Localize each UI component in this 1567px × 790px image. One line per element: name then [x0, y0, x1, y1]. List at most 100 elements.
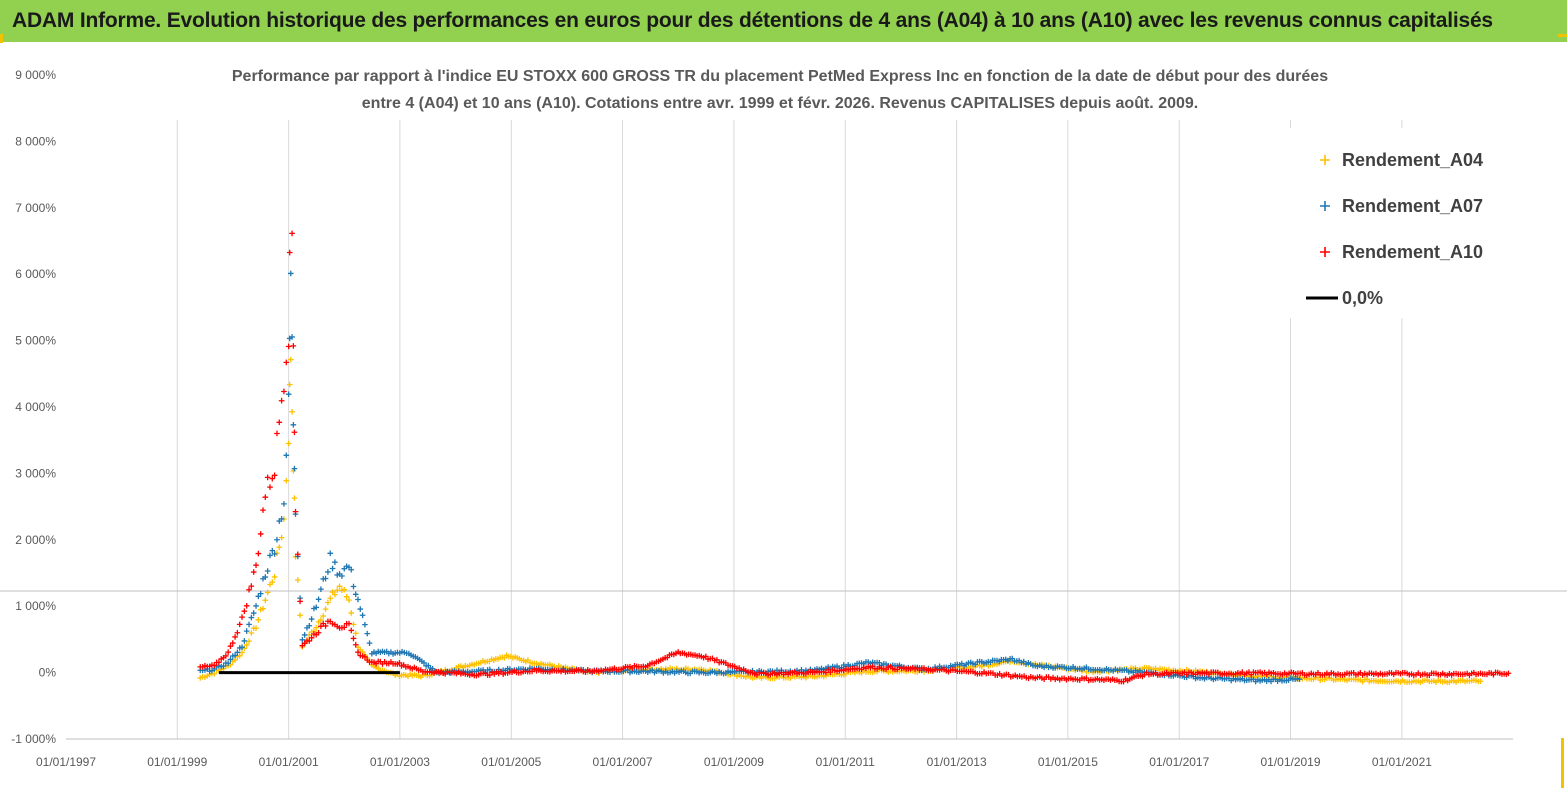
point-rendement-a04: [343, 593, 350, 600]
point-rendement-a10: [229, 640, 236, 646]
point-rendement-a07: [352, 591, 359, 598]
point-rendement-a04: [264, 589, 271, 596]
point-rendement-a04: [286, 381, 293, 388]
axis-layer: 01/01/1997 01/01/1999 01/01/2001 01/01/2003…: [0, 68, 1567, 769]
point-rendement-a04: [297, 612, 303, 619]
point-rendement-a07: [362, 621, 368, 628]
point-rendement-a07: [285, 391, 292, 398]
legend-swatch-marker: [1320, 201, 1330, 211]
point-rendement-a07: [262, 574, 269, 580]
point-rendement-a10: [239, 614, 245, 620]
point-rendement-a04: [262, 597, 269, 604]
point-rendement-a10: [269, 475, 276, 482]
point-rendement-a04: [269, 579, 276, 585]
point-rendement-a07: [274, 536, 280, 543]
x-tick-label: 01/01/2013: [927, 755, 987, 769]
point-rendement-a10: [294, 551, 301, 558]
point-rendement-a10: [227, 643, 234, 649]
y-tick-label: 5 000%: [15, 334, 56, 348]
point-rendement-a04: [255, 617, 262, 623]
point-rendement-a10: [286, 249, 293, 256]
point-rendement-a10: [223, 653, 229, 659]
point-rendement-a10: [276, 419, 283, 426]
point-rendement-a04: [348, 610, 355, 616]
point-rendement-a10: [255, 550, 262, 557]
chart-title-line-1: Performance par rapport à l'indice EU ST…: [232, 68, 1328, 85]
legend: Rendement_A04 Rendement_A07 Rendement_A10 0…: [1278, 128, 1496, 318]
point-rendement-a07: [348, 566, 355, 573]
data-layer: [197, 93, 1512, 686]
point-rendement-a10: [290, 343, 297, 349]
chart-title-background: [180, 60, 1380, 116]
point-rendement-a10: [241, 608, 248, 614]
chart-title: Performance par rapport à l'indice EU ST…: [180, 60, 1380, 116]
corner-mark-top-left: [0, 34, 3, 43]
legend-label: Rendement_A10: [1342, 242, 1483, 262]
x-tick-label: 01/01/2003: [370, 755, 430, 769]
point-rendement-a04: [322, 606, 329, 612]
point-rendement-a10: [283, 359, 290, 366]
point-rendement-a07: [339, 573, 345, 579]
point-rendement-a10: [267, 484, 273, 490]
point-rendement-a04: [260, 605, 266, 612]
point-rendement-a07: [269, 547, 276, 554]
point-rendement-a04: [289, 408, 295, 415]
point-rendement-a07: [278, 516, 285, 522]
y-tick-label: 0%: [39, 666, 57, 680]
x-tick-label: 01/01/1997: [36, 755, 96, 769]
point-rendement-a07: [306, 622, 313, 629]
x-tick-label: 01/01/2007: [593, 755, 653, 769]
point-rendement-a10: [278, 397, 285, 404]
point-rendement-a10: [315, 629, 322, 636]
point-rendement-a07: [327, 550, 334, 557]
point-rendement-a04: [283, 477, 290, 484]
point-rendement-a07: [364, 630, 371, 637]
point-rendement-a10: [1505, 670, 1512, 677]
point-rendement-a07: [253, 603, 259, 609]
point-rendement-a10: [297, 598, 303, 605]
banner-title: ADAM Informe. Evolution historique des p…: [12, 9, 1493, 32]
point-rendement-a07: [357, 606, 364, 612]
point-rendement-a04: [325, 599, 331, 606]
x-tick-label: 01/01/2011: [816, 755, 875, 769]
point-rendement-a10: [232, 634, 238, 640]
y-tick-label: 7 000%: [15, 201, 56, 215]
point-rendement-a10: [234, 629, 241, 636]
point-rendement-a10: [362, 654, 368, 660]
x-tick-label: 01/01/2005: [481, 755, 541, 769]
point-rendement-a04: [313, 624, 320, 631]
y-tick-label: 9 000%: [15, 68, 56, 82]
y-tick-label: 3 000%: [15, 466, 56, 480]
point-rendement-a10: [308, 635, 315, 641]
x-tick-label: 01/01/2009: [704, 755, 764, 769]
legend-background: [1278, 128, 1496, 318]
point-rendement-a07: [241, 638, 248, 644]
point-rendement-a10: [289, 230, 295, 237]
point-rendement-a04: [278, 534, 285, 541]
point-rendement-a07: [248, 614, 255, 621]
point-rendement-a07: [318, 586, 324, 592]
point-rendement-a07: [359, 612, 366, 619]
point-rendement-a10: [346, 620, 352, 627]
point-rendement-a07: [355, 596, 361, 603]
point-rendement-a04: [327, 595, 334, 602]
point-rendement-a07: [271, 551, 278, 557]
point-rendement-a04: [294, 577, 301, 583]
point-rendement-a10: [306, 638, 313, 644]
x-tick-label: 01/01/2021: [1372, 755, 1432, 769]
point-rendement-a10: [322, 623, 329, 629]
point-rendement-a04: [243, 642, 250, 648]
point-rendement-a04: [334, 587, 341, 594]
legend-swatch-marker: [1320, 155, 1330, 165]
grid-layer: [176, 120, 1403, 739]
corner-mark-bottom-right: [1561, 738, 1564, 788]
point-rendement-a04: [350, 621, 357, 628]
point-rendement-a04: [253, 625, 259, 632]
scatter-chart: 01/01/1997 01/01/1999 01/01/2001 01/01/2003…: [0, 60, 1567, 769]
point-rendement-a04: [346, 597, 352, 603]
point-rendement-a10: [271, 472, 278, 479]
point-rendement-a10: [260, 507, 266, 513]
point-rendement-a07: [289, 334, 295, 340]
x-tick-label: 01/01/2001: [259, 755, 319, 769]
point-rendement-a07: [232, 652, 238, 659]
